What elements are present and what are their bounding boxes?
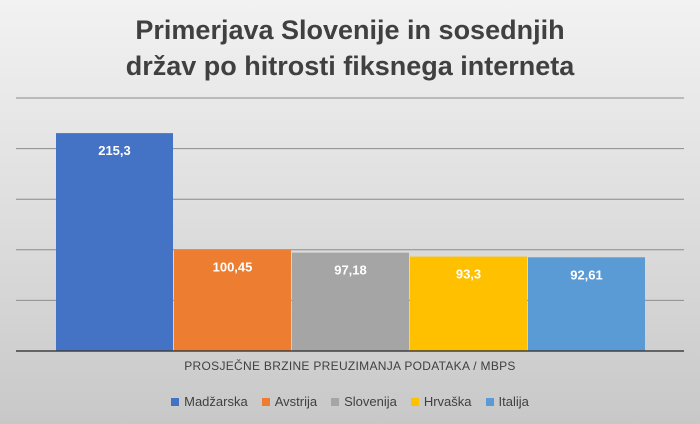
- legend-label: Avstrija: [274, 394, 318, 409]
- legend-item: Madžarska: [171, 394, 248, 409]
- bar-italija: [528, 257, 645, 351]
- legend-item: Avstrija: [261, 394, 318, 409]
- chart-title: Primerjava Slovenije in sosednjih držav …: [125, 15, 575, 81]
- legend-item: Italija: [485, 394, 529, 409]
- legend-label: Slovenija: [344, 394, 397, 409]
- bars: [56, 133, 645, 351]
- data-label: 97,18: [334, 263, 367, 278]
- legend-label: Madžarska: [184, 394, 248, 409]
- legend-swatch: [331, 397, 340, 406]
- legend-swatch: [171, 397, 180, 406]
- data-label: 100,45: [213, 259, 253, 274]
- legend-swatch: [485, 397, 494, 406]
- legend-item: Slovenija: [331, 394, 397, 409]
- legend-label: Hrvaška: [423, 394, 472, 409]
- data-label: 92,61: [570, 267, 603, 282]
- legend: Madžarska Avstrija Slovenija Hrvaška Italija: [0, 394, 700, 409]
- bar-avstrija: [174, 249, 291, 351]
- bar-madžarska: [56, 133, 173, 351]
- x-axis-title: PROSJEČNE BRZINE PREUZIMANJA PODATAKA / …: [184, 358, 515, 373]
- legend-swatch: [261, 397, 270, 406]
- data-labels: 215,3 100,45 97,18 93,3 92,61: [98, 143, 603, 282]
- data-label: 215,3: [98, 143, 131, 158]
- legend-swatch: [410, 397, 419, 406]
- bar-slovenija: [292, 252, 409, 351]
- legend-item: Hrvaška: [410, 394, 472, 409]
- bar-hrvaška: [410, 256, 527, 351]
- legend-label: Italija: [498, 394, 529, 409]
- data-label: 93,3: [456, 267, 481, 282]
